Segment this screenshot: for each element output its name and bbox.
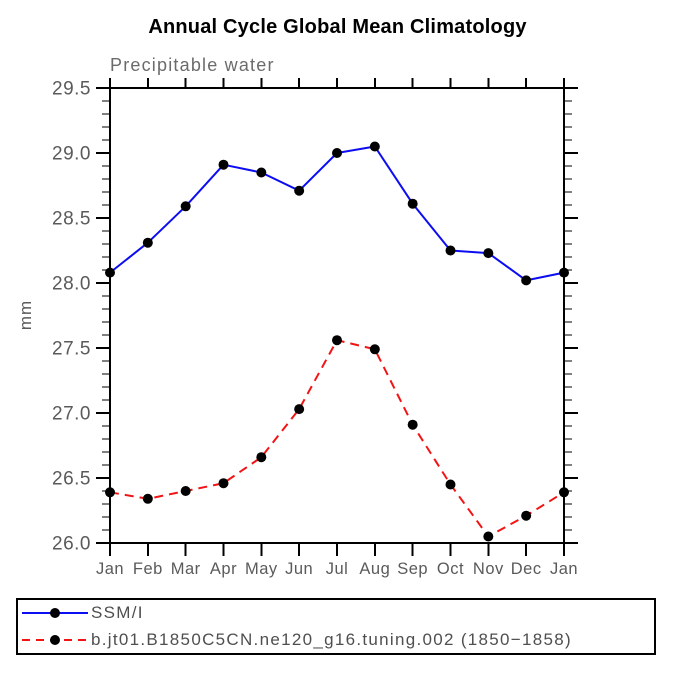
x-axis-tick-labels: Jan Feb Mar Apr May Jun Jul Aug Sep Oct Nov Dec Jan bbox=[96, 560, 578, 578]
plot-border bbox=[109, 87, 565, 544]
series-line-ssmi bbox=[109, 145, 565, 282]
model-line-swatch-icon bbox=[22, 635, 88, 645]
svg-text:Jul: Jul bbox=[326, 560, 349, 578]
legend-item-model: b.jt01.B1850C5CN.ne120_g16.tuning.002 (1… bbox=[21, 630, 654, 650]
svg-text:Dec: Dec bbox=[511, 560, 542, 578]
svg-text:28.5: 28.5 bbox=[52, 209, 91, 230]
svg-text:Jan: Jan bbox=[96, 560, 124, 578]
svg-text:27.0: 27.0 bbox=[52, 404, 91, 425]
svg-text:Aug: Aug bbox=[359, 560, 390, 578]
legend-box: SSM/I b.jt01.B1850C5CN.ne120_g16.tuning.… bbox=[16, 598, 656, 655]
svg-text:26.0: 26.0 bbox=[52, 534, 91, 555]
svg-text:26.5: 26.5 bbox=[52, 469, 91, 490]
axis-minor-ticks bbox=[102, 100, 572, 531]
series-line-model bbox=[109, 339, 565, 538]
series-markers-model bbox=[105, 335, 569, 542]
svg-text:May: May bbox=[245, 560, 278, 578]
svg-text:29.0: 29.0 bbox=[52, 144, 91, 165]
svg-text:Jun: Jun bbox=[285, 560, 313, 578]
y-axis-tick-labels: 26.0 26.5 27.0 27.5 28.0 28.5 29.0 29.5 bbox=[52, 79, 91, 555]
legend-label-ssmi: SSM/I bbox=[91, 603, 144, 622]
chart-subtitle: Precipitable water bbox=[110, 55, 275, 75]
y-axis-title: mm bbox=[16, 300, 35, 330]
chart-title: Annual Cycle Global Mean Climatology bbox=[148, 16, 527, 38]
svg-text:27.5: 27.5 bbox=[52, 339, 91, 360]
svg-text:Nov: Nov bbox=[473, 560, 504, 578]
series-markers-ssmi bbox=[105, 141, 569, 286]
svg-text:Sep: Sep bbox=[397, 560, 428, 578]
svg-text:Oct: Oct bbox=[437, 560, 464, 578]
svg-text:Jan: Jan bbox=[550, 560, 578, 578]
ssmi-line-swatch-icon bbox=[22, 608, 88, 618]
svg-text:29.5: 29.5 bbox=[52, 79, 91, 100]
svg-text:28.0: 28.0 bbox=[52, 274, 91, 295]
svg-text:Apr: Apr bbox=[210, 560, 237, 578]
axis-major-ticks bbox=[96, 78, 578, 556]
svg-text:Feb: Feb bbox=[133, 560, 163, 578]
svg-text:Mar: Mar bbox=[171, 560, 201, 578]
legend-item-ssmi: SSM/I bbox=[21, 603, 654, 623]
legend-label-model: b.jt01.B1850C5CN.ne120_g16.tuning.002 (1… bbox=[91, 630, 573, 649]
